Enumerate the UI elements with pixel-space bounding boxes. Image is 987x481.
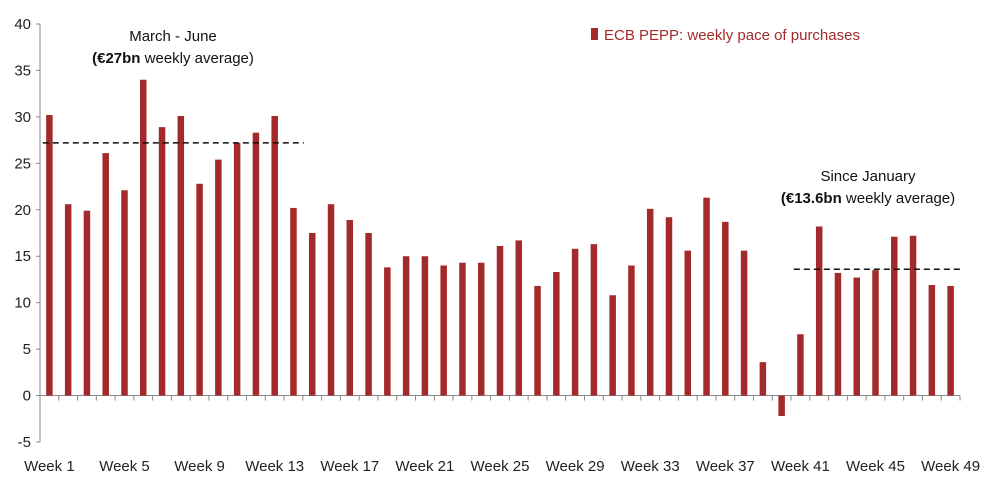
bars (46, 79, 954, 416)
bar (421, 256, 429, 396)
y-tick-label: 15 (14, 248, 31, 265)
bar (327, 204, 335, 396)
bar (215, 159, 222, 396)
bar (853, 277, 860, 396)
bar (196, 183, 203, 396)
bar (553, 272, 560, 396)
bar (759, 362, 767, 396)
annotations: March - June (€27bn weekly average) Sinc… (92, 28, 955, 207)
y-tick-label: 35 (14, 62, 31, 79)
reference-lines (42, 142, 961, 270)
bar (140, 79, 147, 396)
bar (590, 244, 598, 396)
x-tick-label: Week 13 (245, 458, 304, 475)
bar (928, 285, 936, 396)
x-tick-label: Week 33 (621, 458, 680, 475)
bar (177, 115, 185, 396)
bar (571, 248, 579, 396)
bar (121, 190, 128, 396)
bar (402, 256, 410, 396)
x-tick-label: Week 21 (395, 458, 454, 475)
bar (271, 115, 278, 396)
x-tick-label: Week 17 (320, 458, 379, 475)
x-tick-label: Week 9 (174, 458, 225, 475)
legend: ECB PEPP: weekly pace of purchases (591, 27, 860, 44)
y-tick-label: 10 (14, 295, 31, 312)
bar (797, 334, 804, 396)
annotation-since-january-suffix: weekly average) (842, 190, 955, 207)
bar (459, 262, 466, 396)
bar (628, 265, 635, 396)
x-tick-label: Week 25 (471, 458, 530, 475)
bar (834, 272, 842, 396)
x-tick-label: Week 5 (99, 458, 150, 475)
bar (722, 221, 729, 396)
bar (703, 197, 710, 396)
y-tick-label: 20 (14, 202, 31, 219)
bar (46, 115, 53, 396)
bar (365, 233, 372, 396)
bar (496, 246, 504, 396)
bar (891, 236, 898, 396)
bar (947, 285, 954, 396)
y-tick-label: -5 (18, 434, 31, 451)
annotation-since-january-line1: Since January (820, 168, 916, 185)
bar (102, 153, 109, 396)
annotation-march-june-value: (€27bn (92, 50, 140, 67)
x-tick-label: Week 29 (546, 458, 605, 475)
bar (83, 210, 91, 396)
legend-swatch (591, 28, 598, 40)
bar (346, 219, 354, 396)
annotation-march-june-line1: March - June (129, 28, 217, 45)
bar (909, 235, 917, 396)
bar (308, 233, 316, 396)
bar (872, 270, 879, 396)
x-tick-label: Week 41 (771, 458, 830, 475)
y-tick-label: 30 (14, 109, 31, 126)
annotation-since-january-value: (€13.6bn (781, 190, 842, 207)
bar (740, 250, 748, 396)
bar (815, 226, 823, 396)
x-tick-label: Week 37 (696, 458, 755, 475)
bar (158, 127, 166, 396)
bar (609, 295, 616, 396)
bar (778, 395, 785, 416)
x-tick-label: Week 49 (921, 458, 980, 475)
bar (233, 142, 241, 396)
bar (252, 132, 260, 396)
bar (384, 267, 391, 396)
bar (515, 240, 523, 396)
annotation-march-june-line2: (€27bn weekly average) (92, 50, 254, 67)
bar (684, 250, 692, 396)
y-tick-label: 0 (23, 388, 31, 405)
bar (440, 265, 447, 396)
bar (64, 204, 72, 396)
x-tick-label: Week 1 (24, 458, 75, 475)
bar (534, 285, 541, 396)
y-tick-label: 25 (14, 155, 31, 172)
bar (646, 208, 654, 396)
bar (477, 262, 485, 396)
annotation-march-june-suffix: weekly average) (140, 50, 253, 67)
legend-label: ECB PEPP: weekly pace of purchases (604, 27, 860, 44)
x-tick-label: Week 45 (846, 458, 905, 475)
axes: -5 0 5 10 15 20 25 30 35 40 Week 1 Week 5 Week 9 Week… (14, 16, 980, 475)
y-tick-label: 5 (23, 341, 31, 358)
y-tick-label: 40 (14, 16, 31, 33)
bar (665, 217, 673, 396)
bar (290, 207, 297, 396)
annotation-since-january-line2: (€13.6bn weekly average) (781, 190, 955, 207)
